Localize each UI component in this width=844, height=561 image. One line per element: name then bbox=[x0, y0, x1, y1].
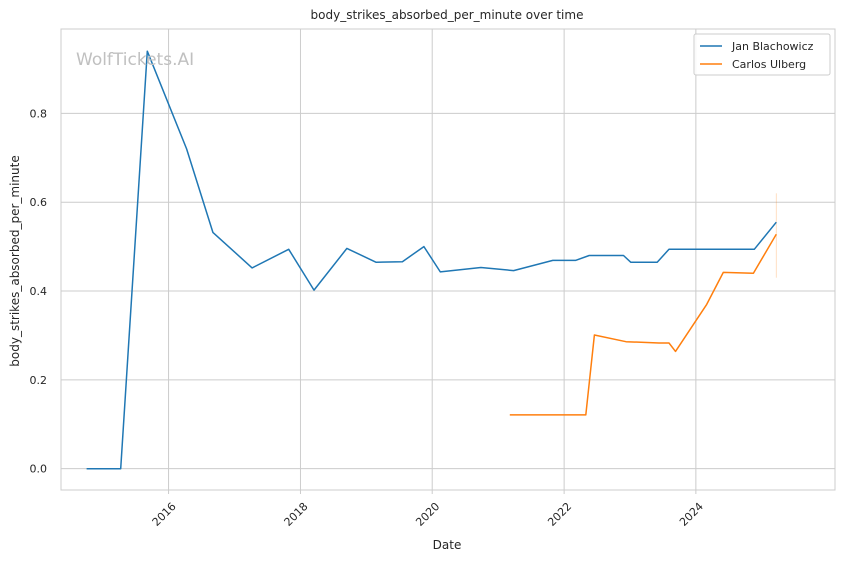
x-axis-label: Date bbox=[433, 538, 462, 552]
chart-title: body_strikes_absorbed_per_minute over ti… bbox=[311, 8, 584, 22]
legend-label-carlos-ulberg: Carlos Ulberg bbox=[732, 58, 806, 71]
y-tick-label: 0.2 bbox=[30, 374, 48, 387]
watermark: WolfTickets.AI bbox=[76, 50, 194, 70]
legend-box bbox=[693, 33, 831, 76]
y-tick-label: 0.6 bbox=[30, 196, 48, 209]
series-line-jan-blachowicz bbox=[86, 50, 777, 470]
series-line-carlos-ulberg bbox=[509, 233, 777, 416]
plot-border bbox=[60, 28, 836, 491]
legend-label-jan-blachowicz: Jan Blachowicz bbox=[731, 40, 814, 53]
series-lines bbox=[86, 50, 777, 470]
plot-frame bbox=[60, 28, 836, 491]
y-tick-label: 0.4 bbox=[30, 285, 48, 298]
y-tick-labels: 0.0 0.2 0.4 0.6 0.8 bbox=[30, 107, 48, 475]
y-axis-label: body_strikes_absorbed_per_minute bbox=[8, 155, 22, 366]
y-tick-label: 0.0 bbox=[30, 463, 48, 476]
legend: Jan Blachowicz Carlos Ulberg bbox=[693, 33, 831, 76]
y-tick-label: 0.8 bbox=[30, 107, 48, 120]
